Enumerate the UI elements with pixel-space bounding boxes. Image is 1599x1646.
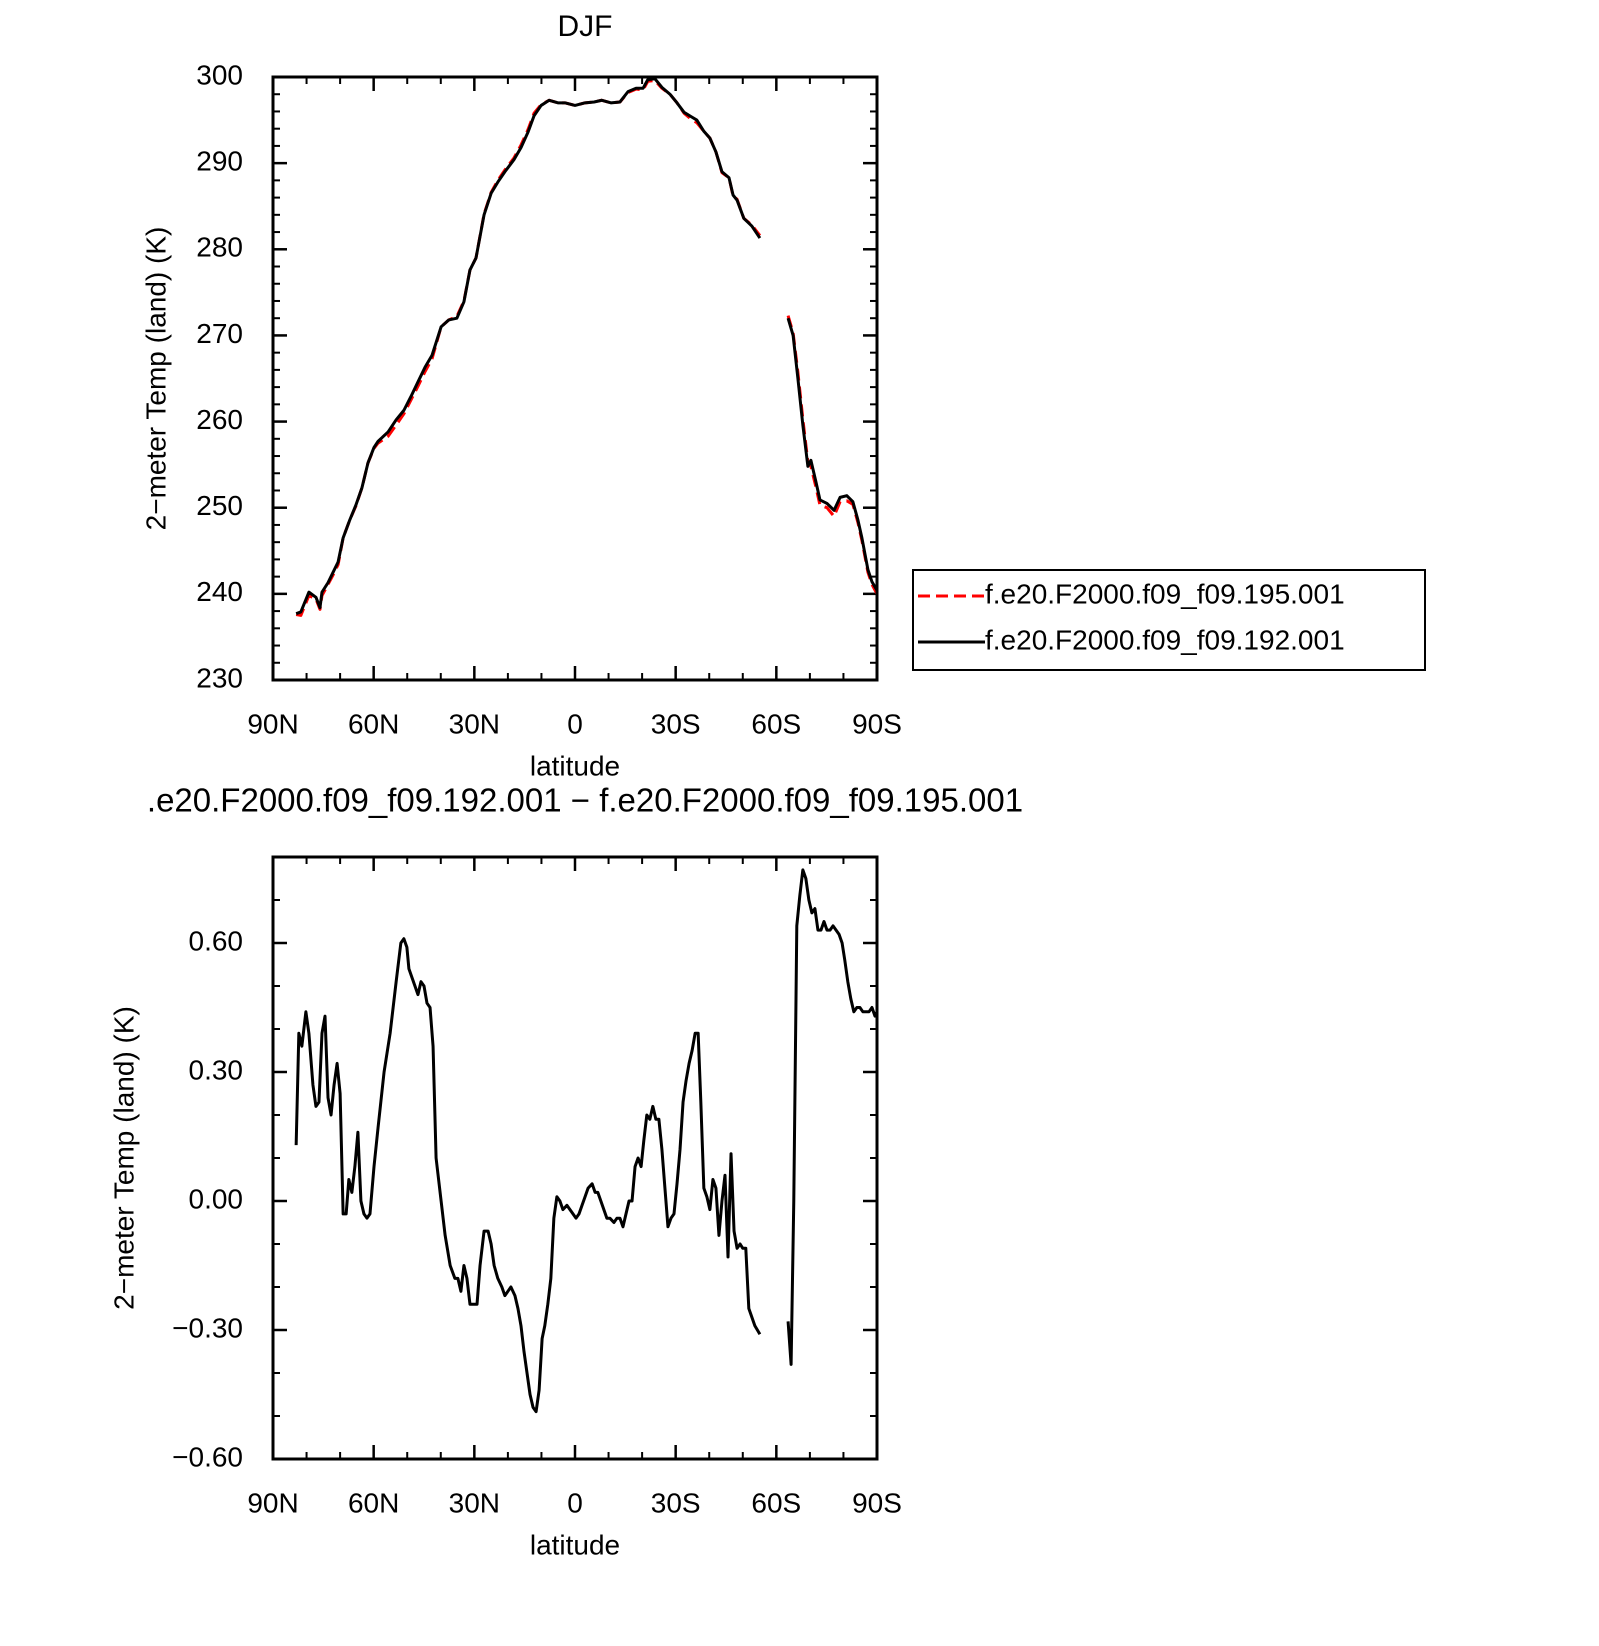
x-axis-label: latitude — [530, 750, 620, 781]
x-tick-label: 90S — [852, 708, 902, 739]
y-tick-label: −0.30 — [172, 1312, 243, 1343]
data-line — [295, 77, 879, 616]
x-tick-label: 30N — [449, 708, 500, 739]
x-tick-label: 0 — [567, 708, 583, 739]
x-tick-label: 90S — [852, 1487, 902, 1518]
plot-frame — [271, 75, 879, 682]
legend-box — [912, 569, 1426, 671]
x-tick-label: 60S — [751, 1487, 801, 1518]
x-tick-label: 60N — [348, 708, 399, 739]
x-tick-label: 30S — [651, 1487, 701, 1518]
y-tick-label: 0.60 — [189, 925, 244, 956]
y-axis-label: 2−meter Temp (land) (K) — [108, 1006, 139, 1310]
x-tick-label: 60N — [348, 1487, 399, 1518]
plot-frame — [271, 855, 879, 1461]
y-tick-label: −0.60 — [172, 1441, 243, 1472]
x-tick-label: 90N — [247, 708, 298, 739]
y-tick-label: 280 — [196, 232, 243, 263]
data-line — [295, 78, 879, 617]
y-tick-label: 290 — [196, 146, 243, 177]
y-tick-label: 300 — [196, 59, 243, 90]
y-tick-label: 230 — [196, 662, 243, 693]
y-tick-label: 240 — [196, 576, 243, 607]
legend-label: f.e20.F2000.f09_f09.195.001 — [985, 578, 1345, 609]
y-tick-label: 0.00 — [189, 1183, 244, 1214]
x-axis-label: latitude — [530, 1529, 620, 1560]
x-tick-label: 60S — [751, 708, 801, 739]
legend-label: f.e20.F2000.f09_f09.192.001 — [985, 624, 1345, 655]
x-tick-label: 0 — [567, 1487, 583, 1518]
y-axis-label: 2−meter Temp (land) (K) — [140, 227, 171, 531]
x-tick-label: 30N — [449, 1487, 500, 1518]
y-tick-label: 270 — [196, 318, 243, 349]
x-tick-label: 90N — [247, 1487, 298, 1518]
chart-title: DJF — [558, 10, 613, 43]
chart-title: .e20.F2000.f09_f09.192.001 − f.e20.F2000… — [147, 782, 1023, 819]
data-line — [294, 868, 879, 1414]
x-tick-label: 30S — [651, 708, 701, 739]
y-tick-label: 250 — [196, 490, 243, 521]
y-tick-label: 0.30 — [189, 1054, 244, 1085]
y-tick-label: 260 — [196, 404, 243, 435]
